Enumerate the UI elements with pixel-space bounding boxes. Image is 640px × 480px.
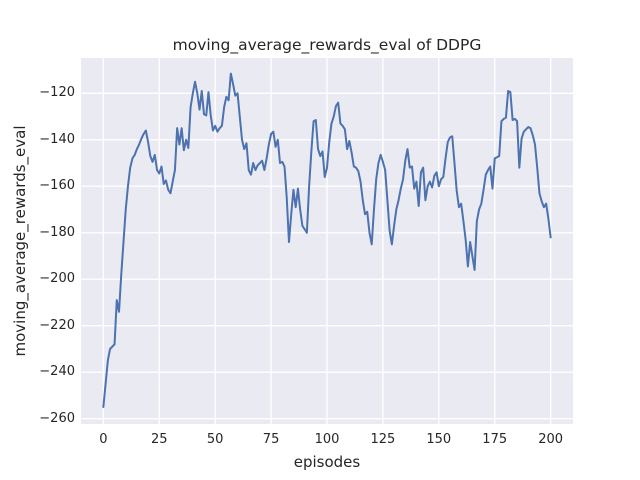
y-tick-label: −120	[39, 85, 75, 101]
x-tick-label: 25	[150, 432, 168, 447]
chart-title: moving_average_rewards_eval of DDPG	[172, 36, 482, 54]
y-tick-label: −260	[39, 410, 75, 426]
y-tick-label: −160	[39, 178, 75, 194]
y-tick-label: −140	[39, 131, 75, 147]
x-tick-label: 200	[538, 432, 564, 447]
x-tick-label: 175	[482, 432, 508, 447]
y-tick-label: −180	[39, 224, 75, 240]
x-tick-label: 75	[262, 432, 280, 447]
plot-area	[81, 58, 573, 424]
x-tick-label: 50	[206, 432, 224, 447]
y-tick-label: −220	[39, 317, 75, 333]
x-tick-label: 125	[370, 432, 396, 447]
x-axis-label: episodes	[293, 453, 361, 471]
x-tick-label: 150	[426, 432, 452, 447]
x-tick-label: 0	[99, 432, 108, 447]
y-tick-label: −200	[39, 271, 75, 287]
line-chart-canvas	[81, 58, 573, 424]
series-line-moving_average_rewards_eval	[102, 72, 552, 409]
y-tick-label: −240	[39, 364, 75, 380]
x-tick-label: 100	[314, 432, 340, 447]
